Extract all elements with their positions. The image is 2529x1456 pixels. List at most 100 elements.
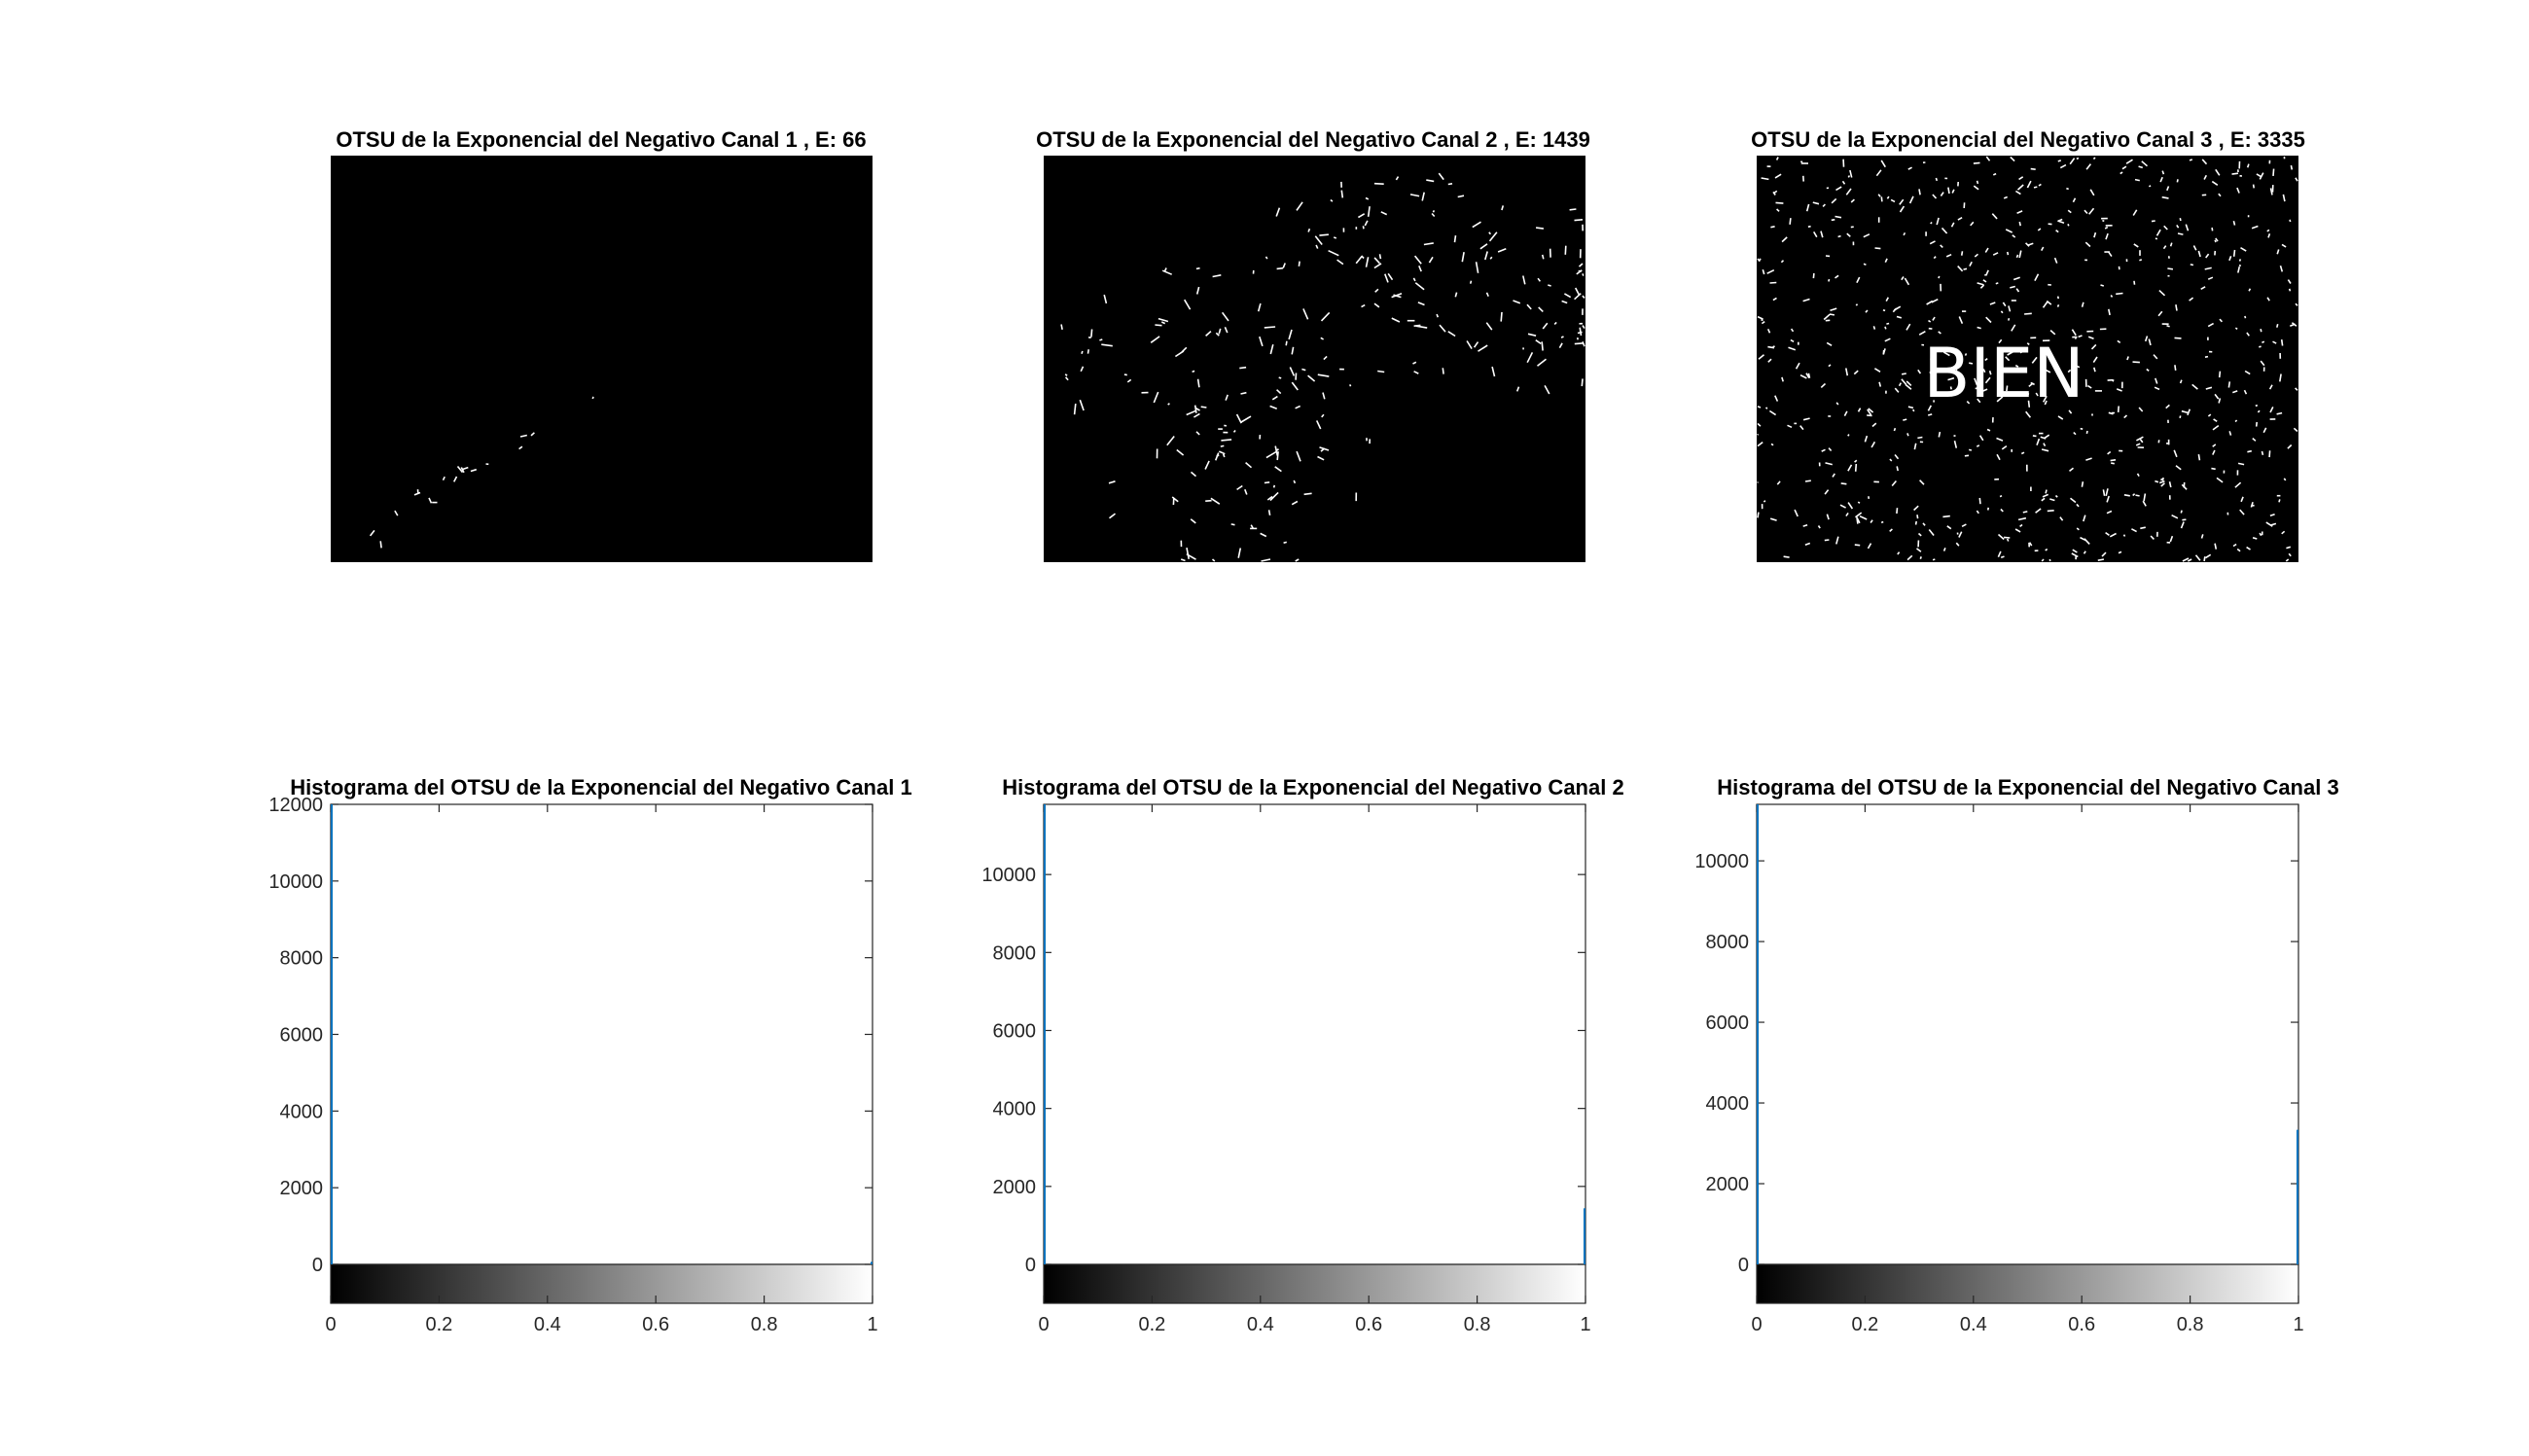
image-speck <box>1438 172 1444 181</box>
image-speck <box>2013 276 2020 281</box>
image-speck <box>1275 448 1279 452</box>
image-speck <box>2106 510 2113 515</box>
image-background-1 <box>331 156 873 562</box>
image-speck <box>1384 273 1389 283</box>
image-speck <box>2295 302 2298 306</box>
image-speck <box>1766 268 1775 274</box>
image-speck <box>1364 220 1369 227</box>
image-speck <box>2207 322 2214 328</box>
image-speck <box>2276 324 2279 328</box>
image-speck <box>1977 326 1981 330</box>
image-speck <box>2142 500 2147 507</box>
image-speck <box>1190 471 1197 478</box>
image-speck <box>2066 187 2069 191</box>
image-speck <box>1898 382 1903 387</box>
image-speck <box>1488 231 1492 235</box>
image-speck <box>1769 281 1777 284</box>
image-speck <box>1461 252 1465 263</box>
image-speck <box>1236 484 1243 491</box>
image-speck <box>1099 338 1103 341</box>
image-speck <box>2154 386 2160 391</box>
image-speck <box>2272 168 2275 176</box>
image-speck <box>2014 528 2021 533</box>
image-speck <box>2133 280 2136 285</box>
image-speck <box>2218 193 2222 197</box>
image-speck <box>1940 244 1943 248</box>
image-speck <box>1946 525 1952 530</box>
image-speck <box>1918 331 1926 336</box>
image-speck <box>2027 400 2031 408</box>
image-speck <box>1073 404 1077 415</box>
image-speck <box>1485 322 1493 331</box>
image-speck <box>2087 336 2094 339</box>
image-speck <box>1913 443 1917 450</box>
image-speck <box>2126 356 2129 361</box>
image-speck <box>1949 386 1952 390</box>
image-speck <box>2204 266 2212 270</box>
image-speck <box>1941 227 1948 234</box>
image-speck <box>2072 549 2078 553</box>
image-speck <box>1163 267 1167 272</box>
image-speck <box>1931 298 1939 303</box>
image-speck <box>1932 194 1938 199</box>
image-speck <box>1904 277 1910 286</box>
image-speck <box>1927 405 1933 411</box>
image-speck <box>1537 358 1547 367</box>
image-speck <box>1174 350 1185 358</box>
image-speck <box>1805 203 1810 212</box>
image-speck <box>2180 510 2183 514</box>
image-speck <box>1291 500 1299 506</box>
image-speck <box>1210 497 1221 505</box>
image-speck <box>2179 379 2183 384</box>
image-speck <box>2088 207 2095 215</box>
image-speck <box>1485 292 1489 298</box>
image-speck <box>1964 353 1968 356</box>
image-speck <box>1856 276 1861 284</box>
image-speck <box>2268 450 2271 458</box>
image-speck <box>1761 177 1769 181</box>
image-speck <box>2177 232 2184 235</box>
image-speck <box>2102 489 2106 496</box>
image-speck <box>2151 220 2155 223</box>
image-speck <box>1889 458 1893 462</box>
y-tick-label: 0 <box>1738 1255 1749 1276</box>
image-speck <box>1981 388 1988 393</box>
image-speck <box>1291 381 1299 391</box>
image-speck <box>1767 358 1772 363</box>
image-speck <box>2268 384 2273 390</box>
image-speck <box>2288 288 2292 292</box>
image-speck <box>1789 218 1792 225</box>
image-speck <box>2038 183 2042 187</box>
image-speck <box>2042 301 2048 308</box>
image-speck <box>1211 558 1216 562</box>
image-speck <box>2139 439 2144 444</box>
image-speck <box>1563 293 1572 299</box>
image-speck <box>1835 402 1839 406</box>
image-speck <box>1916 548 1922 552</box>
image-speck <box>2191 383 2198 390</box>
image-speck <box>1859 515 1868 520</box>
image-speck <box>2283 478 2287 481</box>
image-speck <box>2045 489 2048 494</box>
image-speck <box>2240 496 2244 503</box>
image-speck <box>2025 242 2030 247</box>
image-speck <box>2125 159 2133 164</box>
image-speck <box>2232 390 2238 394</box>
image-speck <box>1932 316 1936 321</box>
image-speck <box>2033 186 2038 189</box>
image-speck <box>2018 221 2021 227</box>
image-speck <box>1942 515 1950 518</box>
image-speck <box>2272 340 2277 344</box>
image-speck <box>1880 160 1886 168</box>
image-speck <box>1955 363 1960 372</box>
image-speck <box>2093 367 2096 373</box>
image-speck <box>2255 404 2259 408</box>
image-speck <box>2083 550 2086 554</box>
image-speck <box>1377 370 1385 373</box>
image-speck <box>1847 434 1850 437</box>
y-tick-label: 6000 <box>993 1020 1037 1042</box>
image-speck <box>1977 398 1981 404</box>
image-speck <box>2034 273 2040 281</box>
histogram-axes-2: 0 2000 4000 6000 8000 10000 0 0.2 0.4 0.6 0.8 1 <box>981 803 1591 1335</box>
image-speck <box>2122 534 2126 537</box>
